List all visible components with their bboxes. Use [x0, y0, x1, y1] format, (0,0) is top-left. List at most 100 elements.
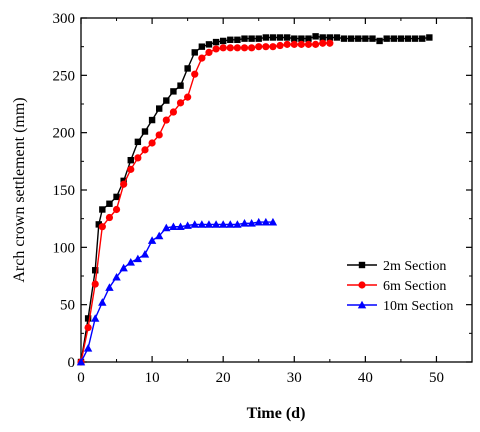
data-point	[112, 272, 121, 281]
data-point	[326, 34, 334, 41]
series-layer	[76, 33, 433, 366]
data-point	[127, 156, 134, 164]
data-point	[84, 324, 92, 332]
data-point	[198, 54, 206, 62]
data-point	[205, 48, 213, 57]
data-point	[119, 263, 128, 272]
x-tick-label: 0	[77, 370, 85, 386]
data-point	[262, 34, 270, 41]
data-point	[233, 220, 242, 228]
data-point	[133, 254, 143, 263]
data-point	[91, 280, 99, 288]
data-point	[134, 138, 142, 146]
legend-label: 2m Section	[383, 259, 446, 274]
data-point	[261, 217, 271, 226]
data-point	[190, 220, 199, 228]
data-point	[163, 97, 170, 104]
data-point	[227, 36, 234, 43]
data-point	[419, 35, 426, 42]
series-2	[76, 217, 278, 366]
data-point	[76, 357, 86, 366]
data-point	[268, 217, 278, 226]
data-point	[184, 93, 192, 101]
data-point	[141, 146, 149, 154]
legend-item: 6m Section	[347, 279, 446, 294]
data-point	[140, 250, 150, 258]
data-point	[147, 236, 157, 244]
data-point	[219, 37, 227, 45]
data-point	[262, 43, 270, 51]
data-point	[283, 34, 291, 41]
legend: 2m Section 6m Section 10m Section	[347, 259, 453, 314]
data-point	[298, 35, 305, 42]
data-point	[426, 34, 433, 41]
data-point	[291, 35, 298, 42]
data-point	[333, 34, 341, 41]
data-point	[234, 36, 241, 43]
data-point	[276, 34, 284, 41]
x-axis-ticks: 0 10 20 30 40 50	[77, 18, 444, 386]
data-point	[211, 220, 221, 228]
data-point	[126, 258, 135, 266]
x-tick-label: 10	[145, 370, 160, 386]
data-point	[84, 315, 92, 322]
data-point	[148, 116, 156, 124]
y-tick-label: 50	[60, 298, 75, 314]
data-point	[83, 344, 93, 352]
data-point	[191, 49, 198, 56]
data-point	[383, 35, 390, 42]
x-tick-label: 20	[216, 370, 231, 386]
data-point	[297, 40, 305, 48]
data-point	[197, 220, 207, 228]
x-tick-label: 50	[429, 370, 444, 386]
data-point	[177, 82, 184, 89]
data-point	[218, 220, 228, 228]
legend-label: 6m Section	[383, 279, 446, 294]
data-point	[134, 154, 142, 162]
data-point	[98, 223, 106, 231]
data-point	[226, 44, 234, 52]
data-point	[113, 193, 120, 201]
y-tick-label: 100	[53, 240, 76, 256]
legend-item: 10m Section	[347, 299, 453, 314]
data-point	[340, 35, 348, 42]
y-tick-label: 200	[53, 126, 76, 142]
data-point	[170, 88, 177, 95]
data-point	[255, 35, 262, 42]
y-axis-label: Arch crown settlement (mm)	[11, 97, 28, 282]
y-axis-ticks: 0 50 100 150 200 250 300	[53, 11, 472, 371]
series-0	[77, 33, 433, 366]
data-point	[397, 35, 405, 42]
legend-marker	[358, 281, 366, 289]
x-tick-label: 30	[287, 370, 302, 386]
series-line	[80, 221, 273, 363]
data-point	[219, 44, 227, 52]
data-point	[198, 43, 206, 50]
data-point	[241, 35, 248, 42]
data-point	[91, 314, 100, 322]
data-point	[347, 35, 355, 42]
data-point	[205, 41, 213, 48]
data-point	[226, 220, 235, 228]
data-point	[162, 116, 170, 124]
data-point	[212, 45, 220, 53]
data-point	[376, 37, 383, 45]
legend-marker	[357, 300, 367, 309]
series-1	[77, 39, 334, 366]
data-point	[169, 108, 178, 116]
data-point	[312, 40, 320, 48]
legend-item: 2m Section	[347, 259, 446, 274]
data-point	[98, 298, 107, 306]
data-point	[169, 222, 178, 231]
data-point	[411, 35, 419, 42]
data-point	[248, 44, 256, 52]
data-point	[369, 35, 376, 42]
y-tick-label: 150	[53, 183, 76, 199]
data-point	[319, 39, 327, 47]
data-point	[184, 65, 191, 72]
data-point	[362, 35, 369, 42]
data-point	[99, 206, 106, 213]
legend-label: 10m Section	[383, 299, 453, 314]
data-point	[326, 39, 334, 47]
data-point	[269, 34, 277, 41]
